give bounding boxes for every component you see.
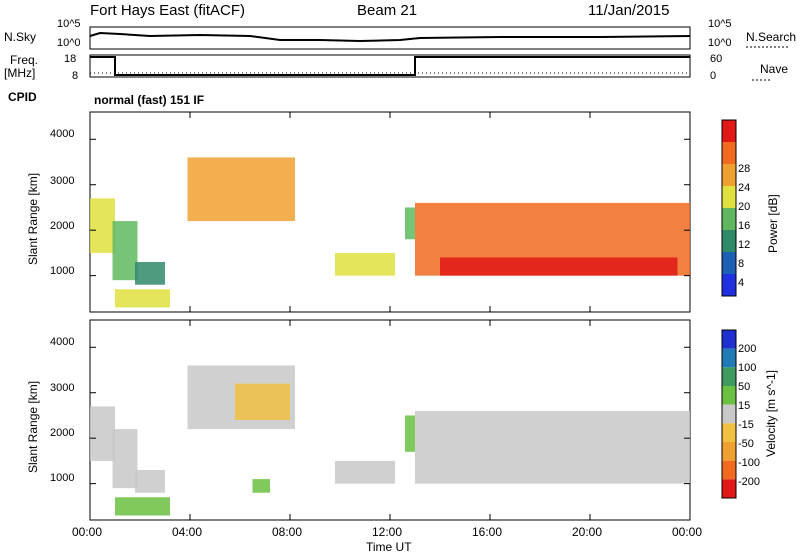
power-cb-tick-16: 16 xyxy=(738,220,751,232)
xtick-1: 04:00 xyxy=(172,525,203,539)
velocity-panel-echo-9 xyxy=(415,410,690,484)
nsky-label: N.Sky xyxy=(4,30,37,44)
vel-cb-tick-m100: -100 xyxy=(738,457,761,469)
velocity-colorbar-swatch-5 xyxy=(722,423,736,442)
cpid-text: normal (fast) 151 IF xyxy=(94,93,205,107)
velocity-colorbar-swatch-2 xyxy=(722,367,736,386)
xaxis-label: Time UT xyxy=(366,540,412,554)
power-panel-echo-0 xyxy=(90,198,115,253)
vel-cb-tick-15: 15 xyxy=(738,400,751,412)
power-colorbar-swatch-0 xyxy=(722,120,736,142)
velocity-panel-echo-2 xyxy=(115,497,170,516)
velocity-panel-echo-6 xyxy=(252,479,270,493)
nsearch-label: N.Search xyxy=(746,30,797,44)
xtick-3: 12:00 xyxy=(372,525,403,539)
xtick-4: 16:00 xyxy=(472,525,503,539)
power-echoes xyxy=(90,157,690,308)
velocity-ytick-2000: 2000 xyxy=(50,427,75,439)
power-colorbar-swatch-2 xyxy=(722,164,736,186)
freq-label-1: Freq. xyxy=(10,53,39,67)
power-colorbar-swatch-3 xyxy=(722,186,736,208)
velocity-colorbar-frame xyxy=(721,329,737,499)
velocity-colorbar xyxy=(721,329,737,499)
power-colorbar xyxy=(721,119,737,297)
power-colorbar-swatch-5 xyxy=(722,230,736,252)
power-cb-tick-8: 8 xyxy=(738,258,745,270)
nave-label: Nave xyxy=(760,62,789,76)
beam-title: Beam 21 xyxy=(357,2,418,19)
axis-ticks xyxy=(89,112,691,520)
power-cb-tick-24: 24 xyxy=(738,182,751,194)
freq-label-2: [MHz] xyxy=(4,66,36,80)
freq-tick-bottom: 8 xyxy=(72,70,79,82)
vel-cb-tick-50: 50 xyxy=(738,381,751,393)
power-cb-tick-20: 20 xyxy=(738,201,751,213)
velocity-colorbar-swatch-8 xyxy=(722,479,736,498)
xtick-0: 00:00 xyxy=(72,525,103,539)
velocity-panel-echo-5 xyxy=(235,383,290,420)
vel-cb-tick-m50: -50 xyxy=(738,438,754,450)
velocity-colorbar-swatch-6 xyxy=(722,442,736,461)
velocity-ytick-3000: 3000 xyxy=(50,382,75,394)
velocity-panel-echo-1 xyxy=(112,429,138,489)
nsky-tick-top: 10^5 xyxy=(57,18,81,30)
power-panel-echo-6 xyxy=(405,207,415,240)
velocity-colorbar-swatch-4 xyxy=(722,404,736,424)
velocity-colorbar-swatch-1 xyxy=(722,348,736,368)
power-ytick-2000: 2000 xyxy=(50,220,75,232)
nave-tick-bottom: 0 xyxy=(710,70,717,82)
date-title: 11/Jan/2015 xyxy=(588,2,670,19)
freq-strip-frame xyxy=(89,54,691,78)
vel-cb-tick-m15: -15 xyxy=(738,419,754,431)
power-colorbar-frame xyxy=(721,119,737,297)
velocity-colorbar-swatch-0 xyxy=(722,330,736,349)
nsearch-tick-top: 10^5 xyxy=(708,18,732,30)
velocity-panel-echo-0 xyxy=(90,406,115,461)
velocity-colorbar-swatch-3 xyxy=(722,386,736,405)
power-panel-echo-4 xyxy=(187,157,295,222)
station-title: Fort Hays East (fitACF) xyxy=(90,2,246,19)
power-colorbar-swatch-6 xyxy=(722,252,736,274)
nave-tick-top: 60 xyxy=(710,53,723,65)
velocity-ytick-1000: 1000 xyxy=(50,472,75,484)
nsky-strip-frame xyxy=(89,26,691,50)
power-colorbar-swatch-1 xyxy=(722,142,736,164)
velocity-panel-echo-7 xyxy=(335,460,395,484)
cpid-label: CPID xyxy=(8,90,37,104)
power-panel-echo-1 xyxy=(112,221,138,281)
xtick-6: 00:00 xyxy=(672,525,703,539)
nsearch-tick-bottom: 10^0 xyxy=(708,37,732,49)
velocity-ytick-4000: 4000 xyxy=(50,336,75,348)
velocity-colorbar-swatch-7 xyxy=(722,460,736,480)
nsky-line xyxy=(89,31,691,43)
nsky-tick-bottom: 10^0 xyxy=(57,37,81,49)
xtick-2: 08:00 xyxy=(272,525,303,539)
power-cb-tick-12: 12 xyxy=(738,239,751,251)
power-panel-echo-2 xyxy=(115,289,170,308)
freq-line xyxy=(90,56,690,76)
power-cb-tick-28: 28 xyxy=(738,163,751,175)
vel-cb-tick-100: 100 xyxy=(738,362,757,374)
power-panel-echo-5 xyxy=(335,252,395,276)
power-colorbar-swatch-4 xyxy=(722,208,736,230)
velocity-panel-echo-3 xyxy=(135,470,165,493)
power-cb-tick-4: 4 xyxy=(738,277,745,289)
power-ytick-4000: 4000 xyxy=(50,128,75,140)
freq-tick-top: 18 xyxy=(64,53,77,65)
power-panel-echo-8 xyxy=(440,257,678,276)
vel-cb-tick-m200: -200 xyxy=(738,476,761,488)
power-panel-echo-3 xyxy=(135,262,165,285)
power-colorbar-swatch-7 xyxy=(722,274,736,296)
vel-cb-tick-200: 200 xyxy=(738,343,757,355)
velocity-panel-echo-8 xyxy=(405,415,415,452)
xtick-5: 20:00 xyxy=(572,525,603,539)
power-ytick-1000: 1000 xyxy=(50,265,75,277)
velocity-echoes xyxy=(90,365,690,516)
power-ytick-3000: 3000 xyxy=(50,175,75,187)
